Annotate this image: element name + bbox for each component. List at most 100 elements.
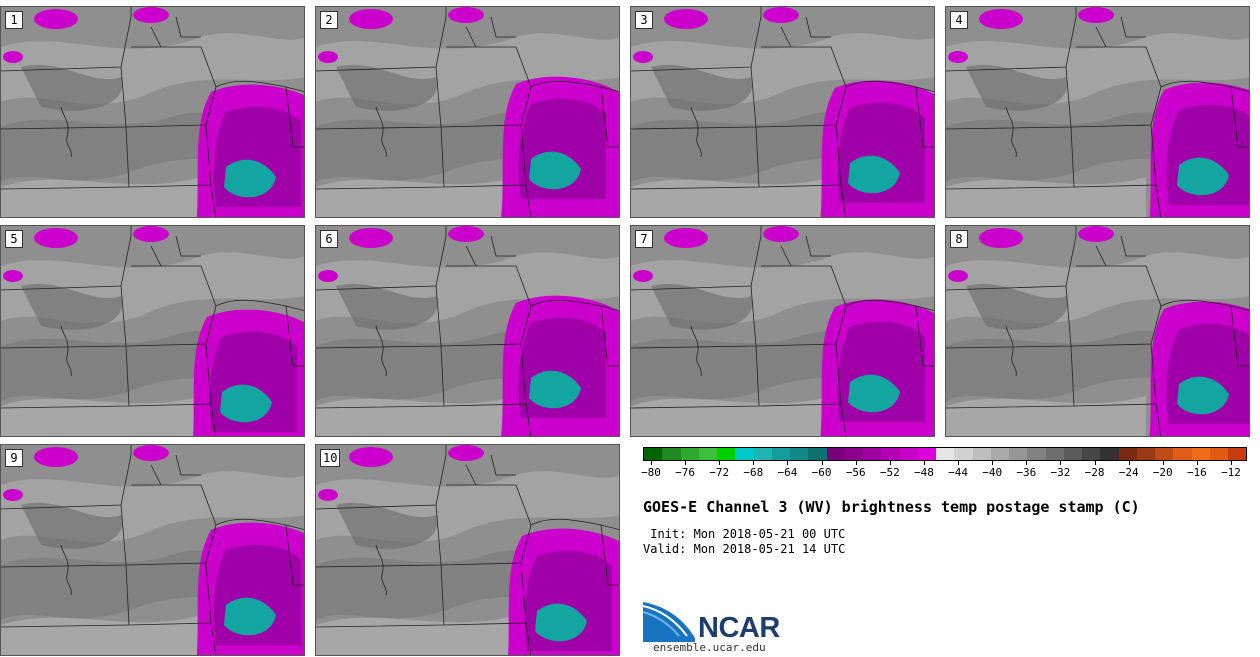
water-vapor-map bbox=[316, 226, 619, 436]
ncar-logo-icon bbox=[643, 602, 695, 642]
figure-title: GOES-E Channel 3 (WV) brightness temp po… bbox=[643, 498, 1140, 516]
colorbar-tick-mark bbox=[1231, 461, 1232, 465]
postage-stamp-panel: 10 bbox=[315, 444, 620, 656]
colorbar-tick-label: −52 bbox=[879, 466, 900, 479]
colorbar-segment bbox=[771, 448, 790, 460]
stamp-number: 6 bbox=[320, 230, 338, 248]
colorbar-tick-mark bbox=[719, 461, 721, 465]
colorbar-ticks: −80 −76 −72 −68 −64 −60 −56 −52 −48 −44 −40 −36 −32−… bbox=[641, 461, 1247, 480]
stamp-number: 5 bbox=[5, 230, 23, 248]
postage-stamp-panel: 1 bbox=[0, 6, 305, 218]
postage-stamp-panel: 4 bbox=[945, 6, 1250, 218]
colorbar-tick-label: −20 bbox=[1152, 466, 1173, 479]
water-vapor-map bbox=[316, 7, 619, 217]
ncar-logo-text: NCAR bbox=[698, 612, 780, 644]
valid-time: Valid: Mon 2018-05-21 14 UTC bbox=[643, 542, 846, 556]
colorbar-tick-mark bbox=[1162, 461, 1164, 465]
postage-stamp-panel: 3 bbox=[630, 6, 935, 218]
colorbar-tick-label: −68 bbox=[743, 466, 764, 479]
colorbar-tick-label: −56 bbox=[845, 466, 866, 479]
colorbar-segment bbox=[936, 448, 955, 460]
colorbar-segment bbox=[717, 448, 736, 460]
colorbar-tick-mark bbox=[1026, 461, 1028, 465]
water-vapor-map bbox=[316, 445, 619, 655]
colorbar-tick-label: −72 bbox=[709, 466, 730, 479]
colorbar-tick-mark bbox=[923, 461, 925, 465]
colorbar-tick-mark bbox=[821, 461, 823, 465]
water-vapor-map bbox=[631, 7, 934, 217]
colorbar-segment bbox=[826, 448, 845, 460]
stamp-number: 3 bbox=[635, 11, 653, 29]
colorbar-segment bbox=[990, 448, 1009, 460]
water-vapor-map bbox=[1, 7, 304, 217]
postage-stamp-panel: 6 bbox=[315, 225, 620, 437]
stamp-number: 7 bbox=[635, 230, 653, 248]
colorbar-segment bbox=[844, 448, 863, 460]
stamp-number: 2 bbox=[320, 11, 338, 29]
colorbar-tick-label: −76 bbox=[675, 466, 696, 479]
colorbar-tick-label: −48 bbox=[914, 466, 934, 479]
colorbar-segment bbox=[1082, 448, 1101, 460]
colorbar-segment bbox=[698, 448, 717, 460]
colorbar-tick-label: −24 bbox=[1118, 466, 1139, 479]
colorbar-segment bbox=[1118, 448, 1137, 460]
colorbar-tick-mark bbox=[685, 461, 687, 465]
colorbar-tick-label: −12 bbox=[1221, 466, 1241, 479]
colorbar-segment bbox=[644, 448, 663, 460]
water-vapor-map bbox=[631, 226, 934, 436]
colorbar-tick-label: −32 bbox=[1050, 466, 1071, 479]
colorbar-tick-label: −44 bbox=[948, 466, 968, 479]
colorbar-segment bbox=[917, 448, 936, 460]
colorbar-tick-label: −80 bbox=[641, 466, 661, 479]
colorbar-segment bbox=[808, 448, 827, 460]
colorbar-tick-mark bbox=[651, 461, 652, 465]
site-url: ensemble.ucar.edu bbox=[653, 641, 766, 654]
colorbar-segment bbox=[1173, 448, 1192, 460]
colorbar-segment bbox=[881, 448, 900, 460]
colorbar-tick-mark bbox=[787, 461, 789, 465]
colorbar-segment bbox=[863, 448, 882, 460]
stamp-number: 9 bbox=[5, 449, 23, 467]
water-vapor-map bbox=[1, 226, 304, 436]
colorbar-segment bbox=[680, 448, 699, 460]
water-vapor-map bbox=[1, 445, 304, 655]
colorbar-tick-mark bbox=[1060, 461, 1062, 465]
water-vapor-map bbox=[946, 226, 1249, 436]
stamp-number: 8 bbox=[950, 230, 968, 248]
colorbar-segment bbox=[662, 448, 681, 460]
colorbar-tick-label: −28 bbox=[1084, 466, 1105, 479]
colorbar-tick-label: −64 bbox=[777, 466, 798, 479]
colorbar-tick-mark bbox=[1094, 461, 1096, 465]
init-time: Init: Mon 2018-05-21 00 UTC bbox=[643, 527, 846, 541]
colorbar-segment bbox=[790, 448, 809, 460]
postage-stamp-panel: 5 bbox=[0, 225, 305, 437]
stamp-number: 10 bbox=[320, 449, 341, 467]
colorbar-segment bbox=[1191, 448, 1210, 460]
colorbar-segment bbox=[1209, 448, 1228, 460]
postage-stamp-panel: 2 bbox=[315, 6, 620, 218]
postage-stamp-panel: 7 bbox=[630, 225, 935, 437]
colorbar-tick-mark bbox=[1128, 461, 1130, 465]
stamp-number: 4 bbox=[950, 11, 968, 29]
colorbar-segment bbox=[1100, 448, 1119, 460]
colorbar-segment bbox=[753, 448, 772, 460]
colorbar-tick-mark bbox=[1196, 461, 1198, 465]
stamp-number: 1 bbox=[5, 11, 23, 29]
colorbar-segment bbox=[954, 448, 973, 460]
colorbar-tick-label: −36 bbox=[1016, 466, 1037, 479]
colorbar-segment bbox=[1136, 448, 1155, 460]
colorbar-tick-mark bbox=[889, 461, 891, 465]
colorbar-tick-mark bbox=[855, 461, 857, 465]
colorbar-segment bbox=[1027, 448, 1046, 460]
colorbar-tick-label: −40 bbox=[982, 466, 1003, 479]
colorbar-segment bbox=[1063, 448, 1082, 460]
colorbar-tick-mark bbox=[992, 461, 994, 465]
colorbar bbox=[643, 447, 1247, 461]
colorbar-tick-mark bbox=[753, 461, 755, 465]
colorbar-segment bbox=[1155, 448, 1174, 460]
colorbar-segment bbox=[1009, 448, 1028, 460]
water-vapor-map bbox=[946, 7, 1249, 217]
colorbar-tick-label: −16 bbox=[1186, 466, 1207, 479]
colorbar-segment bbox=[1045, 448, 1064, 460]
colorbar-segment bbox=[735, 448, 754, 460]
